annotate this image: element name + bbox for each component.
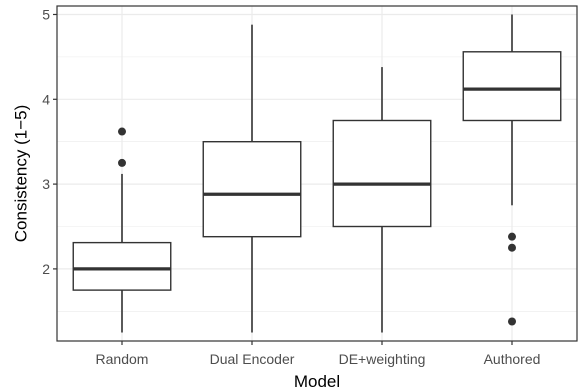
y-tick-label: 2 <box>42 261 50 277</box>
box-de-weighting <box>332 67 432 333</box>
outlier-point <box>118 127 126 136</box>
box-iqr <box>332 119 432 228</box>
x-tick-label: Random <box>96 351 149 367</box>
box-iqr <box>72 241 172 291</box>
box-iqr <box>462 51 562 122</box>
x-axis-title: Model <box>294 372 340 391</box>
y-tick-label: 4 <box>42 91 50 107</box>
y-tick-label: 3 <box>42 176 50 192</box>
outlier-point <box>508 317 516 326</box>
box-dual-encoder <box>202 24 302 333</box>
boxplot-series <box>72 14 562 333</box>
y-axis: 2 3 4 5 <box>42 6 57 277</box>
outlier-point <box>118 158 126 167</box>
box-iqr <box>202 140 302 238</box>
y-axis-title: Consistency (1−5) <box>11 105 30 242</box>
box-authored <box>462 14 562 326</box>
x-axis: Random Dual Encoder DE+weighting Authored <box>96 341 541 367</box>
y-tick-label: 5 <box>42 6 50 22</box>
x-tick-label: Authored <box>484 351 541 367</box>
outlier-point <box>508 243 516 252</box>
outlier-point <box>508 232 516 241</box>
x-tick-label: Dual Encoder <box>210 351 295 367</box>
panel-border <box>56 5 578 342</box>
x-tick-label: DE+weighting <box>339 351 426 367</box>
box-random <box>72 127 172 333</box>
